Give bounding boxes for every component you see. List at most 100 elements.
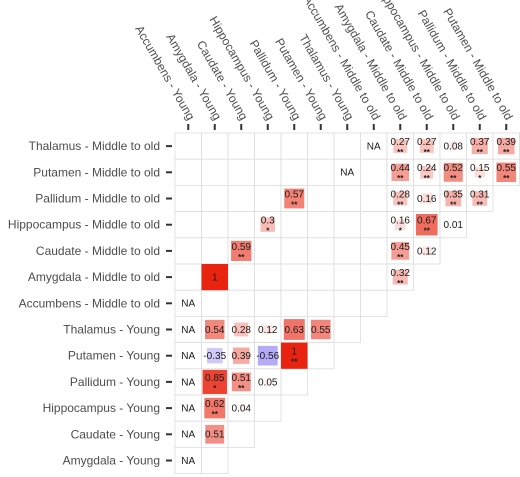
cell-significance-label: ** — [424, 227, 431, 236]
grid-cell — [254, 132, 282, 160]
cell-value-label: 0.3 — [261, 216, 275, 227]
grid-cell — [307, 211, 335, 239]
cell-significance-label: ** — [397, 148, 404, 157]
grid-cell — [307, 237, 335, 265]
cell-value-label: NA — [181, 404, 195, 415]
cell-significance-label: ** — [424, 174, 431, 183]
cell-fill — [393, 139, 408, 153]
cell-value-label: 0.44 — [391, 163, 411, 174]
cell-significance-label: * — [213, 384, 217, 393]
grid-cell — [307, 342, 335, 370]
cell-value-label: 0.12 — [258, 325, 278, 336]
cell-value-label: NA — [181, 430, 195, 441]
grid-cell — [307, 158, 335, 186]
cell-value-label: 0.16 — [417, 194, 437, 205]
cell-fill — [232, 347, 250, 364]
cell-significance-label: * — [399, 227, 403, 236]
cell-value-label: 0.35 — [444, 189, 464, 200]
cell-value-label: NA — [340, 168, 354, 179]
grid-cell — [174, 420, 202, 448]
cell-fill — [257, 345, 278, 366]
cell-fill — [394, 219, 406, 230]
cell-value-label: 0.31 — [470, 189, 490, 200]
grid-cell — [227, 289, 255, 317]
cell-significance-label: ** — [238, 253, 245, 262]
grid-cell — [360, 158, 388, 186]
cell-value-label: 0.04 — [232, 404, 252, 415]
cell-value-label: 0.52 — [444, 163, 464, 174]
cell-significance-label: ** — [503, 174, 510, 183]
grid-cell — [227, 132, 255, 160]
row-label: Accumbens - Middle to old — [19, 296, 160, 310]
grid-cell — [174, 211, 202, 239]
cell-fill — [415, 213, 438, 236]
grid-cell — [201, 237, 229, 265]
grid-cell — [254, 263, 282, 291]
grid-cell — [227, 184, 255, 212]
cell-value-label: 1 — [212, 273, 218, 284]
grid-cell — [174, 289, 202, 317]
cell-value-label: NA — [181, 351, 195, 362]
grid-cell — [174, 263, 202, 291]
grid-cell — [413, 237, 441, 265]
cell-value-label: 0.67 — [417, 216, 437, 227]
cell-fill — [204, 397, 226, 419]
cell-value-label: 0.62 — [205, 399, 225, 410]
row-label: Thalamus - Young — [63, 323, 160, 337]
grid-cell — [333, 211, 361, 239]
cell-value-label: 0.08 — [444, 142, 464, 153]
row-label: Putamen - Young — [68, 349, 160, 363]
cell-fill — [284, 188, 305, 209]
cell-significance-label: ** — [397, 200, 404, 209]
grid-cell — [360, 289, 388, 317]
cell-significance-label: ** — [238, 384, 245, 393]
grid-cell — [254, 289, 282, 317]
row-label: Putamen - Middle to old — [33, 165, 160, 179]
grid-cell — [307, 289, 335, 317]
cell-value-label: 0.54 — [205, 325, 225, 336]
cell-value-label: 0.16 — [391, 216, 411, 227]
grid-cell — [174, 158, 202, 186]
grid-cell — [174, 394, 202, 422]
grid-cell — [201, 132, 229, 160]
grid-cell — [174, 446, 202, 474]
cell-layer — [201, 137, 517, 444]
grid-cell — [174, 132, 202, 160]
grid-cell — [254, 184, 282, 212]
cell-fill — [448, 220, 458, 230]
grid-cell — [254, 158, 282, 186]
cell-value-label: 1 — [291, 347, 297, 358]
grid-cell — [174, 184, 202, 212]
grid-cell — [280, 158, 308, 186]
grid-cell — [227, 263, 255, 291]
cell-fill — [393, 191, 408, 206]
cell-significance-label: ** — [450, 200, 457, 209]
grid-cell — [280, 263, 308, 291]
cell-value-label: NA — [181, 456, 195, 467]
cell-significance-label: ** — [503, 148, 510, 157]
cell-significance-label: ** — [397, 279, 404, 288]
cell-fill — [422, 246, 432, 256]
cell-fill — [206, 347, 223, 364]
grid-cell — [201, 446, 229, 474]
row-label: Caudate - Young — [71, 427, 160, 441]
grid-cell — [333, 263, 361, 291]
cell-value-label: 0.63 — [285, 325, 305, 336]
cell-value-label: -0.35 — [203, 351, 226, 362]
text-layer: NA0.27**0.27**0.080.37**0.39**0.22**NA0.… — [181, 137, 516, 467]
row-label: Hippocampus - Young — [43, 401, 160, 415]
cell-fill — [497, 137, 515, 155]
grid-cell — [333, 132, 361, 160]
grid-cell — [201, 289, 229, 317]
grid-cell — [360, 184, 388, 212]
grid-cell — [360, 132, 388, 160]
cell-fill — [283, 319, 305, 340]
grid-cell — [227, 211, 255, 239]
cell-fill — [231, 372, 251, 392]
cell-significance-label: ** — [424, 148, 431, 157]
cell-fill — [260, 217, 276, 232]
grid-cell — [201, 211, 229, 239]
grid-cell — [280, 211, 308, 239]
grid-cell — [360, 237, 388, 265]
grid-cell — [254, 237, 282, 265]
